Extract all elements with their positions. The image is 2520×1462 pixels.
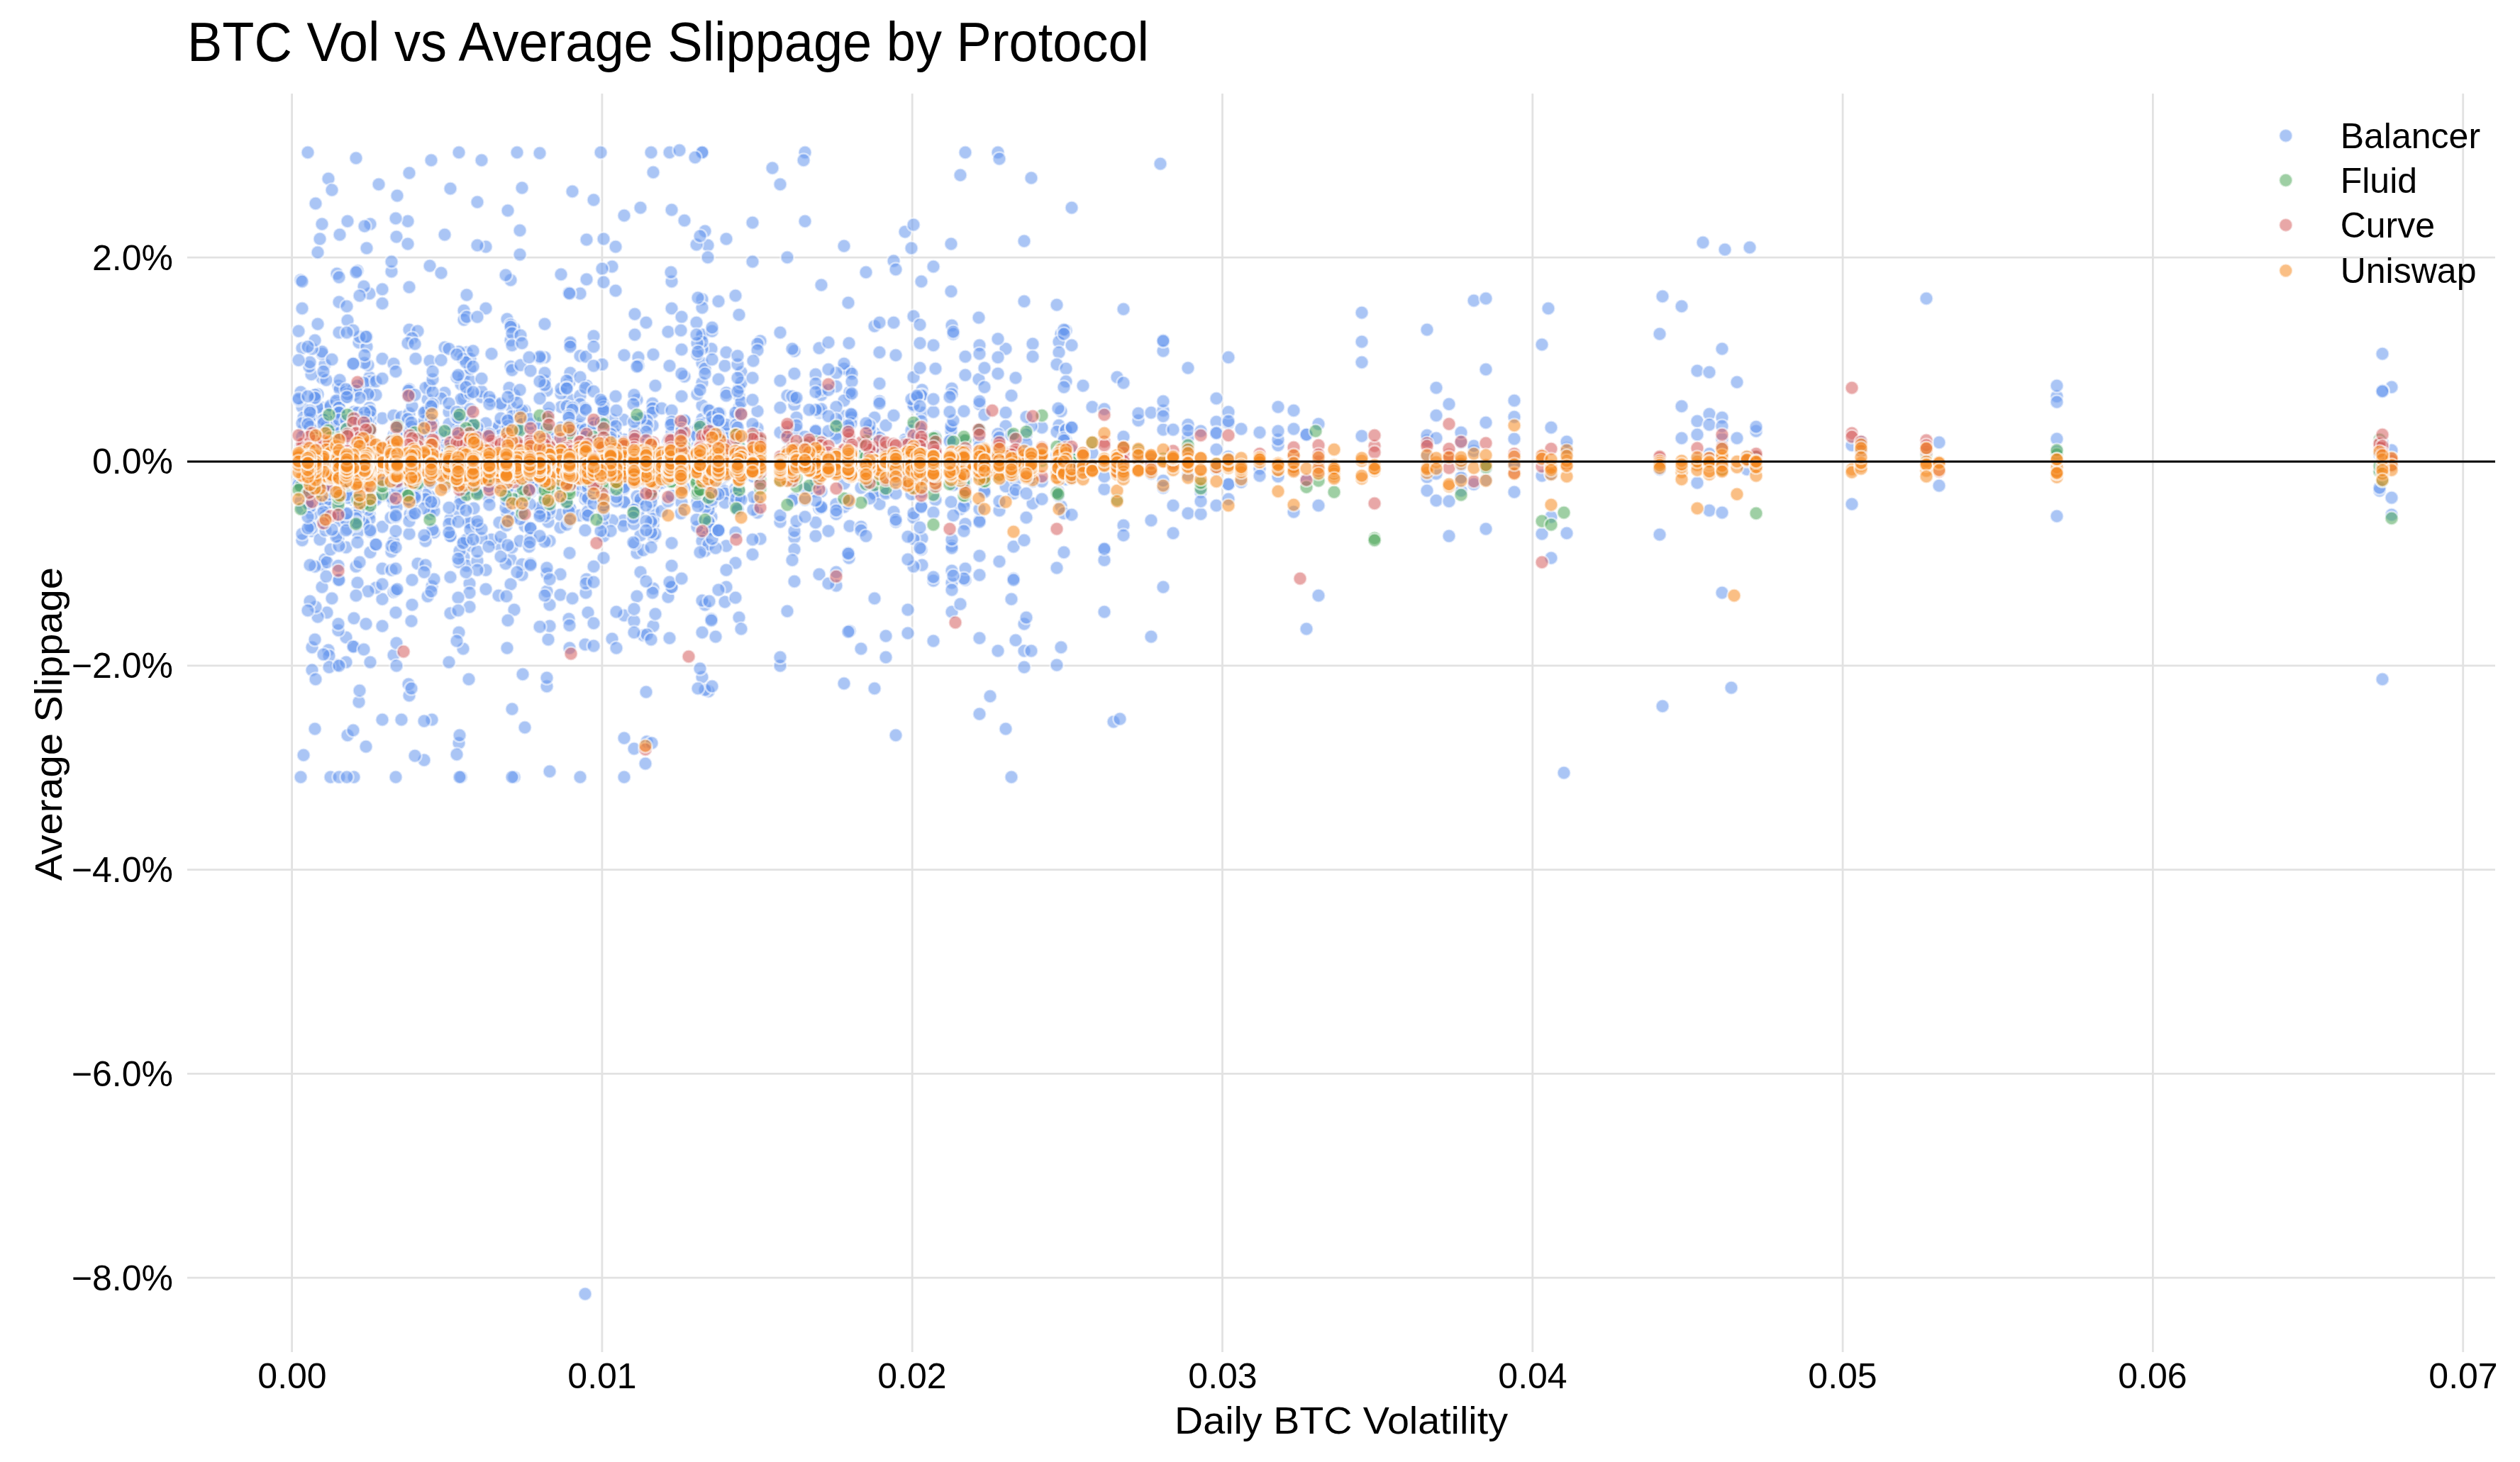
svg-text:Fluid: Fluid bbox=[2341, 161, 2417, 201]
svg-text:0.07: 0.07 bbox=[2429, 1356, 2497, 1396]
svg-text:−6.0%: −6.0% bbox=[72, 1054, 173, 1094]
svg-text:2.0%: 2.0% bbox=[92, 238, 173, 278]
svg-text:−2.0%: −2.0% bbox=[72, 646, 173, 686]
svg-text:0.01: 0.01 bbox=[567, 1356, 636, 1396]
svg-text:−8.0%: −8.0% bbox=[72, 1259, 173, 1298]
svg-text:Balancer: Balancer bbox=[2341, 116, 2480, 156]
svg-text:Average Slippage: Average Slippage bbox=[27, 567, 70, 881]
svg-text:0.04: 0.04 bbox=[1498, 1356, 1567, 1396]
svg-text:0.00: 0.00 bbox=[257, 1356, 326, 1396]
svg-text:Uniswap: Uniswap bbox=[2341, 251, 2477, 291]
svg-text:0.02: 0.02 bbox=[877, 1356, 946, 1396]
svg-text:0.06: 0.06 bbox=[2118, 1356, 2187, 1396]
svg-text:0.03: 0.03 bbox=[1188, 1356, 1257, 1396]
svg-text:0.05: 0.05 bbox=[1808, 1356, 1877, 1396]
svg-text:Curve: Curve bbox=[2341, 206, 2435, 245]
svg-text:0.0%: 0.0% bbox=[92, 442, 173, 481]
svg-text:BTC Vol vs Average Slippage by: BTC Vol vs Average Slippage by Protocol bbox=[187, 11, 1149, 73]
svg-text:−4.0%: −4.0% bbox=[72, 850, 173, 890]
svg-text:Daily BTC Volatility: Daily BTC Volatility bbox=[1175, 1399, 1508, 1441]
